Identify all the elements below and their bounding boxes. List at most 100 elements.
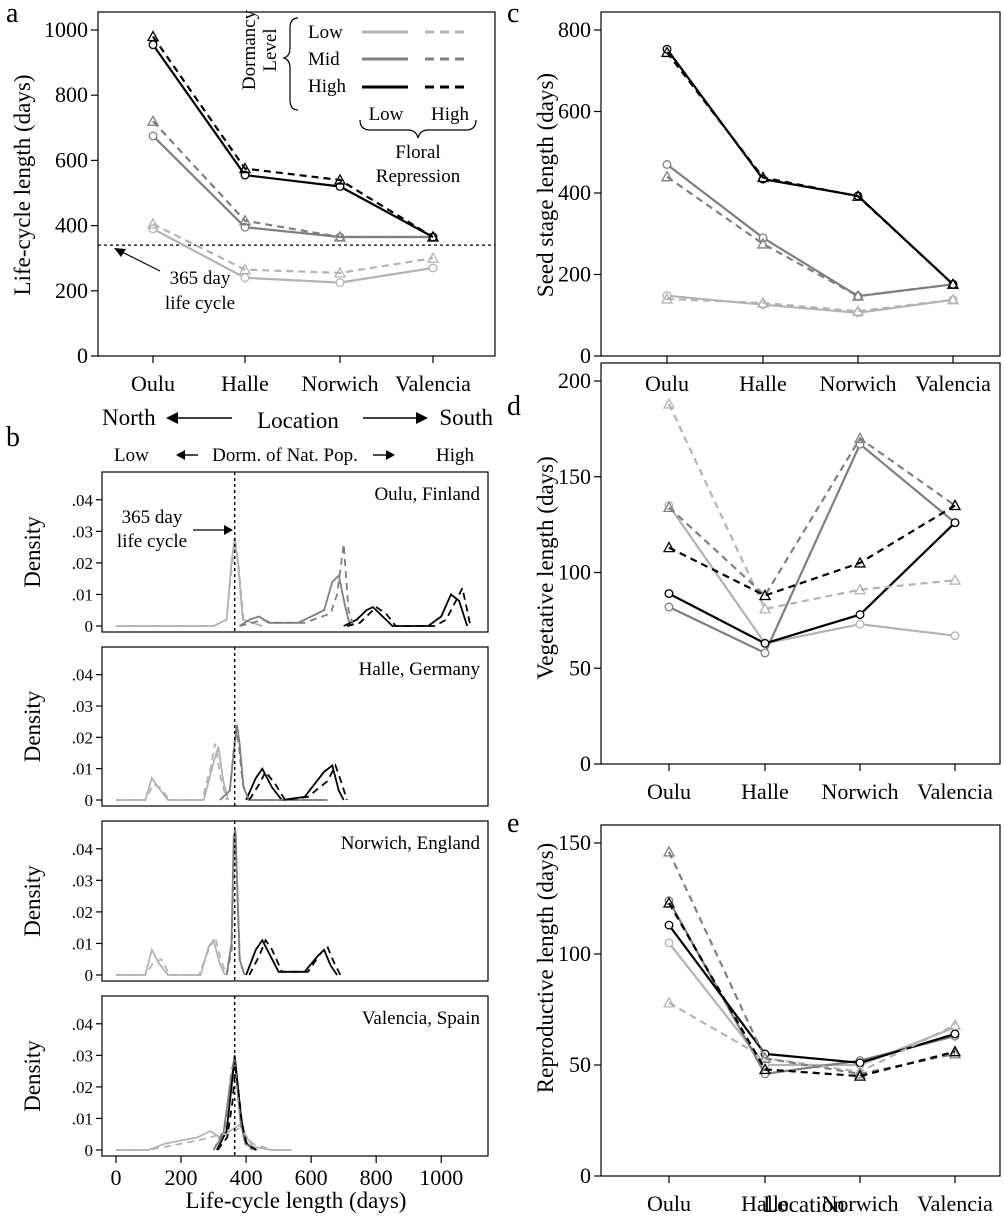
data-point-circle — [664, 920, 674, 930]
annotation-line2: life cycle — [117, 531, 187, 552]
panel-c-ytick-label: 400 — [558, 180, 591, 205]
panel-e-xtick-label: Oulu — [647, 1191, 691, 1216]
data-point-triangle — [948, 1018, 962, 1030]
legend-column-title-line2: Repression — [376, 166, 461, 187]
density-xtick-label: 0 — [111, 1165, 122, 1190]
density-line-high-high — [248, 763, 348, 801]
data-point-triangle — [660, 292, 674, 304]
data-point-triangle — [146, 114, 160, 126]
panel-b: b Low Dorm. of Nat. Pop. High 365 day li… — [6, 422, 489, 1213]
density-ytick-label: .01 — [72, 760, 93, 779]
panel-d-xtick-label: Halle — [741, 779, 789, 804]
data-point-circle — [664, 938, 674, 948]
data-point-circle — [950, 631, 960, 641]
density-xtick-label: 600 — [295, 1165, 328, 1190]
panel-e-xtick-label: Halle — [741, 1191, 789, 1216]
data-point-triangle — [662, 397, 676, 409]
panel-e-ytick-label: 0 — [580, 1163, 591, 1188]
density-subpanel-frame — [101, 995, 489, 1157]
density-xtick-label: 800 — [360, 1165, 393, 1190]
density-ytick-label: .03 — [72, 1046, 93, 1065]
data-point-circle — [760, 648, 770, 658]
density-line-mid-high — [212, 1058, 255, 1151]
panel-c-xtick-label: Norwich — [820, 371, 897, 396]
density-ytick-label: 0 — [85, 791, 94, 810]
panel-a-ylabel: Life-cycle length (days) — [10, 75, 35, 296]
panel-e-ytick-label: 150 — [558, 830, 591, 855]
density-line-mid-high — [225, 832, 246, 976]
location-arrow-right-head — [416, 412, 428, 424]
density-ylabel: Density — [20, 1040, 45, 1112]
panel-d-ytick-label: 50 — [569, 655, 591, 680]
panel-c-ytick-label: 0 — [580, 343, 591, 368]
density-xtick-label: 200 — [165, 1165, 198, 1190]
panel-e: e Reproductive length (days) Location 0 5… — [507, 808, 1001, 1217]
data-point-circle — [855, 610, 865, 620]
panel-e-ytick-label: 50 — [569, 1052, 591, 1077]
density-line-mid-high — [239, 543, 355, 627]
density-ytick-label: .04 — [72, 840, 94, 859]
data-point-triangle — [756, 296, 770, 308]
data-point-triangle — [426, 251, 440, 263]
data-point-triangle — [146, 30, 160, 42]
density-ytick-label: .03 — [72, 697, 93, 716]
panel-d-ytick-label: 0 — [580, 751, 591, 776]
series-line-low-high — [666, 297, 954, 313]
series-line-high-high — [152, 35, 434, 238]
series-line-high-high — [666, 51, 954, 286]
density-ytick-label: .04 — [72, 491, 94, 510]
series-line-low-high — [668, 1001, 956, 1073]
density-ytick-label: .03 — [72, 522, 93, 541]
annotation-line1: 365 day — [122, 507, 183, 528]
legend-column-high: High — [431, 104, 470, 125]
location-axis-north: North — [102, 405, 156, 430]
density-line-low-low — [116, 746, 230, 801]
data-point-triangle — [662, 501, 676, 513]
series-line-low-high — [152, 223, 434, 275]
data-point-triangle — [426, 230, 440, 242]
legend-brace-left — [282, 17, 299, 111]
data-point-triangle — [662, 996, 676, 1008]
density-line-high-high — [346, 585, 472, 627]
data-point-triangle — [851, 189, 865, 201]
data-point-triangle — [853, 1069, 867, 1081]
legend-column-low: Low — [369, 104, 404, 125]
data-point-triangle — [660, 46, 674, 58]
series-line-low-low — [668, 504, 956, 645]
data-point-triangle — [758, 602, 772, 614]
series-line-high-low — [666, 48, 954, 286]
density-line-mid-low — [239, 573, 352, 627]
data-point-circle — [950, 1029, 960, 1039]
panel-c-xtick-label: Halle — [739, 371, 787, 396]
density-subpanel-title: Oulu, Finland — [374, 484, 480, 505]
panel-a-reference-annotation: 365 day life cycle — [114, 248, 235, 314]
data-point-triangle — [238, 214, 252, 226]
series-line-mid-low — [668, 442, 956, 655]
reference-label-line2: life cycle — [165, 293, 235, 314]
panel-c-ytick-label: 800 — [558, 17, 591, 42]
data-point-triangle — [333, 173, 347, 185]
data-point-triangle — [948, 499, 962, 511]
legend-level-low: Low — [308, 22, 343, 43]
reference-arrow-head — [114, 248, 126, 257]
series-line-low-low — [152, 227, 434, 284]
density-subpanel-frame — [101, 820, 489, 982]
panel-a-ytick-label: 0 — [77, 343, 88, 368]
series-line-mid-high — [668, 851, 956, 1076]
density-ylabel: Density — [20, 516, 45, 588]
panel-d-ytick-label: 200 — [558, 368, 591, 393]
data-point-triangle — [756, 171, 770, 183]
location-arrow-left-head — [166, 412, 178, 424]
series-line-high-low — [152, 44, 434, 238]
density-line-low-high — [116, 743, 228, 801]
density-ytick-label: 0 — [85, 617, 94, 636]
density-subpanel-1: 0 .01 .02 .03 .04 Density Halle, Germany — [20, 646, 489, 810]
data-point-circle — [664, 589, 674, 599]
panel-a-xtick-label: Norwich — [302, 371, 379, 396]
legend-title-line1: Dormancy — [239, 9, 260, 90]
series-line-high-low — [668, 924, 956, 1064]
data-point-triangle — [758, 1052, 772, 1063]
panel-c-ylabel: Seed stage length (days) — [533, 73, 558, 297]
panel-b-xlabel: Life-cycle length (days) — [186, 1188, 407, 1213]
legend-title-line2: Level — [260, 28, 281, 71]
